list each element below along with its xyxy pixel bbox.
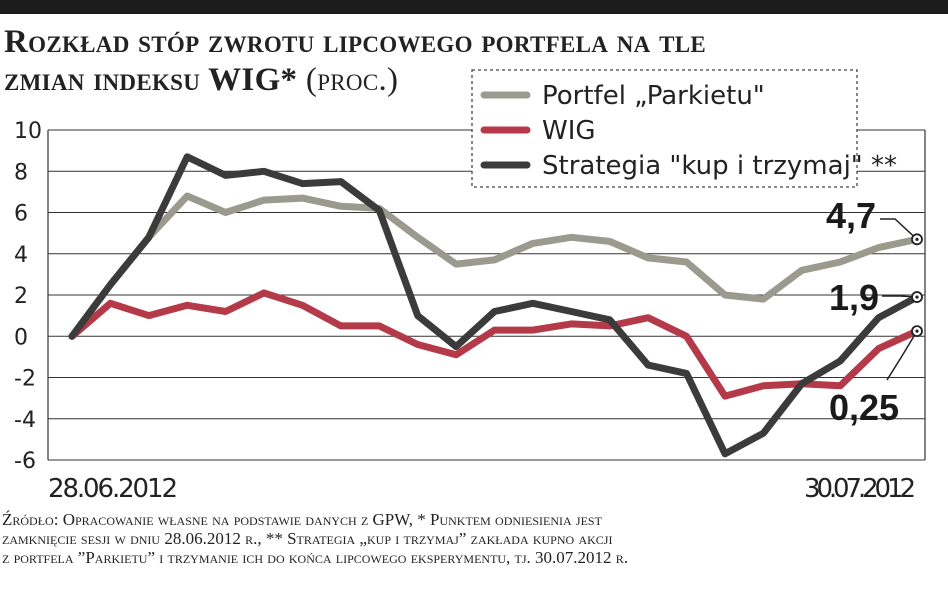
top-bar (0, 0, 948, 14)
x-end-label: 30.07.2012 (804, 474, 916, 504)
y-tick-label: 4 (14, 243, 28, 268)
legend-label: Strategia "kup i trzymaj" ** (542, 151, 897, 181)
end-leader-line (880, 218, 918, 240)
end-marker-dot (915, 295, 919, 299)
end-marker-dot (915, 329, 919, 333)
chart-title-line-2: zmian indeksu WIG* (proc.) (4, 62, 398, 99)
chart-title-line-1: Rozkład stóp zwrotu lipcowego portfela n… (4, 24, 707, 60)
legend-box (471, 69, 858, 188)
y-tick-label: 6 (14, 202, 28, 227)
end-leader-line (886, 330, 918, 381)
legend-label: WIG (542, 116, 596, 146)
y-tick-label: -2 (14, 367, 36, 392)
chart-title-unit: (proc.) (305, 62, 399, 98)
source-footnote: Źródło: Opracowanie własne na podstawie … (2, 510, 629, 567)
y-tick-label: 8 (14, 160, 28, 185)
series-line-3 (68, 153, 921, 458)
y-tick-label: 10 (14, 119, 42, 144)
y-tick-label: 0 (14, 325, 28, 350)
y-tick-label: 2 (14, 284, 28, 309)
series-line-1 (68, 192, 921, 340)
x-start-label: 28.06.2012 (48, 474, 178, 504)
series-line-2 (68, 289, 921, 400)
y-tick-label: -6 (14, 449, 36, 474)
end-value-label: 0,25 (829, 387, 899, 428)
end-value-label: 1,9 (829, 277, 879, 318)
end-marker-dot (915, 237, 919, 241)
legend-label: Portfel „Parkietu" (542, 81, 765, 111)
y-tick-label: -4 (14, 408, 36, 433)
chart-title-main: zmian indeksu WIG* (4, 62, 298, 98)
end-value-label: 4,7 (826, 195, 876, 236)
